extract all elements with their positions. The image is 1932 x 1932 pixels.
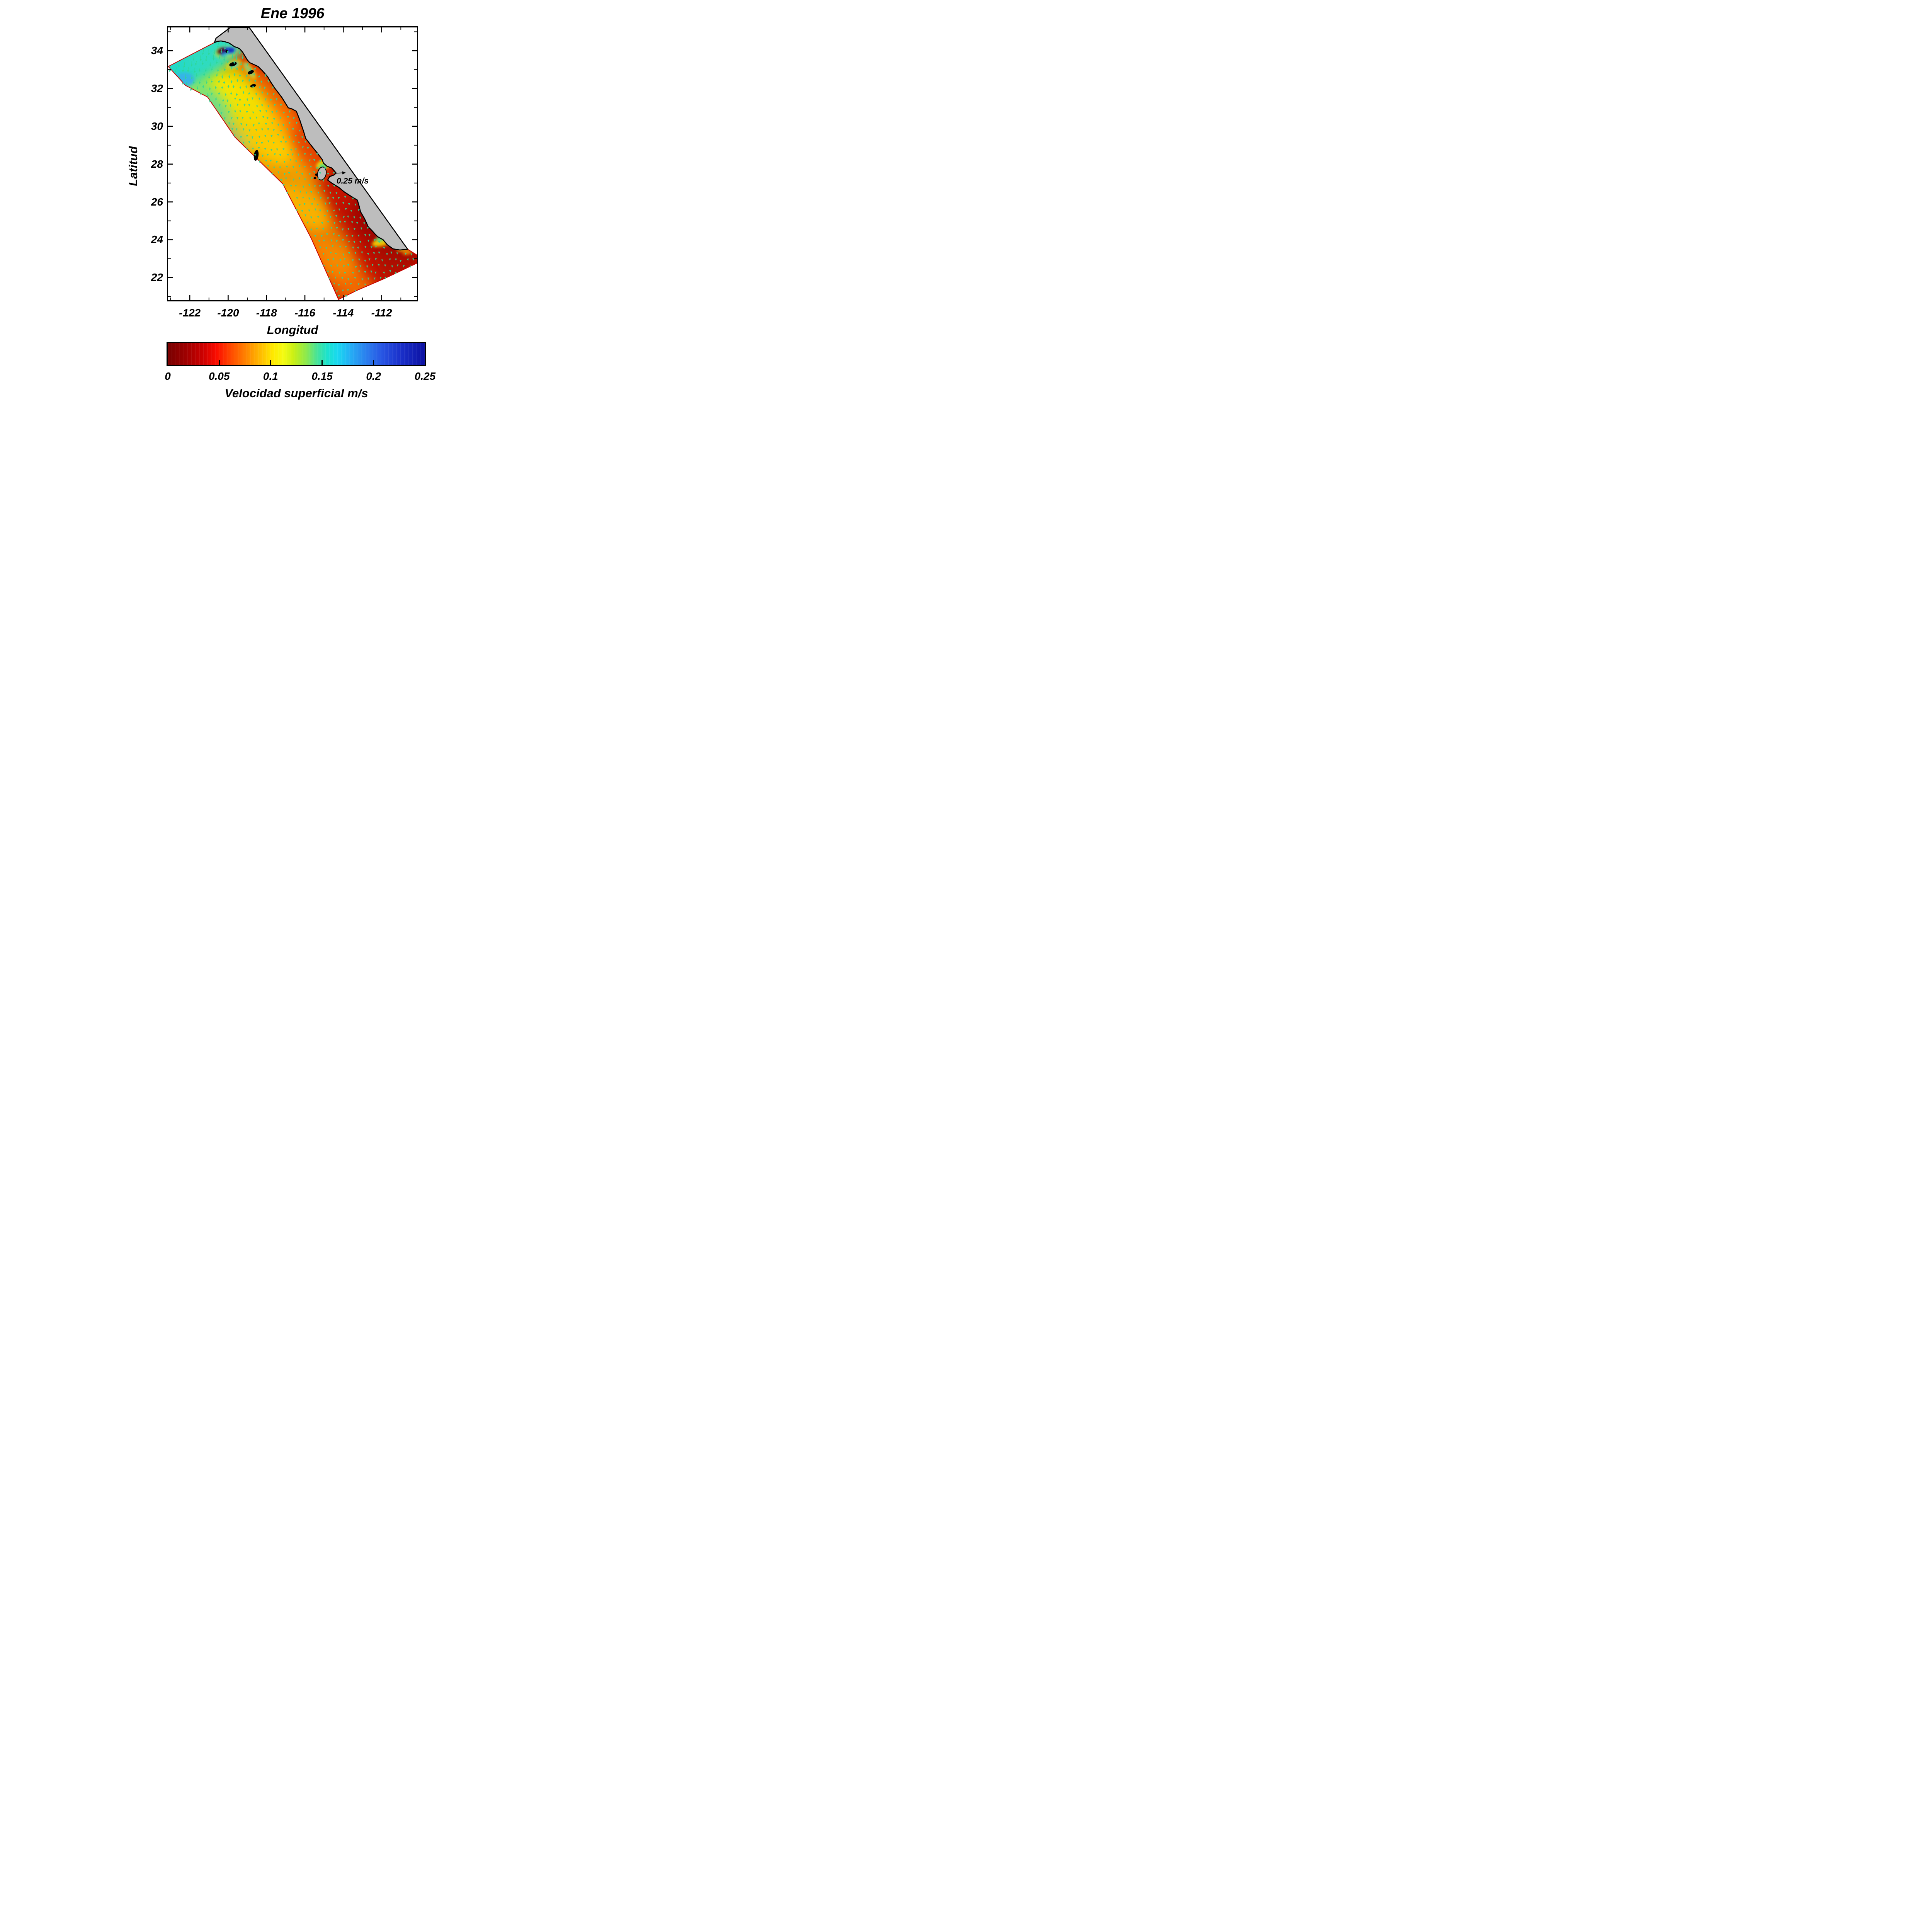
colorbar-label: Velocidad superficial m/s [224,386,368,400]
colorbar-discrete-bands [168,343,425,365]
ocean-velocity-field [168,27,417,299]
colorbar-tick-label-0.2: 0.2 [366,370,381,382]
reference-arrow: 0.25 m/s [336,171,369,185]
colorbar-gradient [168,343,425,365]
island-7 [313,177,316,179]
colorbar-tick-label-0.1: 0.1 [263,370,278,382]
x-tick-label--122: -122 [179,307,201,319]
quiver-current-arrows [169,43,415,298]
y-axis-label: Latitud [126,146,140,186]
plot-title: Ene 1996 [260,5,325,22]
y-tick-label-32: 32 [151,82,163,95]
x-tick-label--116: -116 [294,307,315,319]
reference-arrow-label: 0.25 m/s [337,177,369,185]
y-tick-label-30: 30 [151,120,163,132]
y-tick-label-24: 24 [151,233,163,246]
x-tick-label--118: -118 [256,307,277,319]
y-tick-label-34: 34 [151,44,163,57]
figure-page: Ene 1996 Latitud 0.25 m/s 34 32 30 28 26 24 22… [0,0,556,417]
colorbar-tick-label-0.05: 0.05 [208,370,230,382]
colorbar [167,342,426,366]
island-5 [317,167,327,180]
x-tick-label--112: -112 [371,307,392,319]
colorbar-tick-0.15 [321,360,323,365]
y-tick-label-28: 28 [151,158,163,170]
colorbar-tick-0.2 [373,360,374,365]
y-tick-label-26: 26 [151,196,163,208]
x-tick-label--120: -120 [217,307,239,319]
map-plot-area: 0.25 m/s [167,26,418,301]
colorbar-tick-0.1 [270,360,271,365]
x-tick-label--114: -114 [333,307,354,319]
colorbar-tick-label-0.25: 0.25 [414,370,436,382]
surface-velocity-map: 0.25 m/s [168,27,417,300]
land-mask-baja-california [214,27,408,251]
colorbar-tick-label-0: 0 [165,370,171,382]
y-tick-label-22: 22 [151,271,163,284]
island-6 [315,173,318,176]
colorbar-tick-label-0.15: 0.15 [311,370,333,382]
domain-boundary-rim [168,27,417,300]
colorbar-tick-0.05 [218,360,220,365]
x-axis-label: Longitud [267,323,318,337]
axis-ticks [168,27,417,300]
